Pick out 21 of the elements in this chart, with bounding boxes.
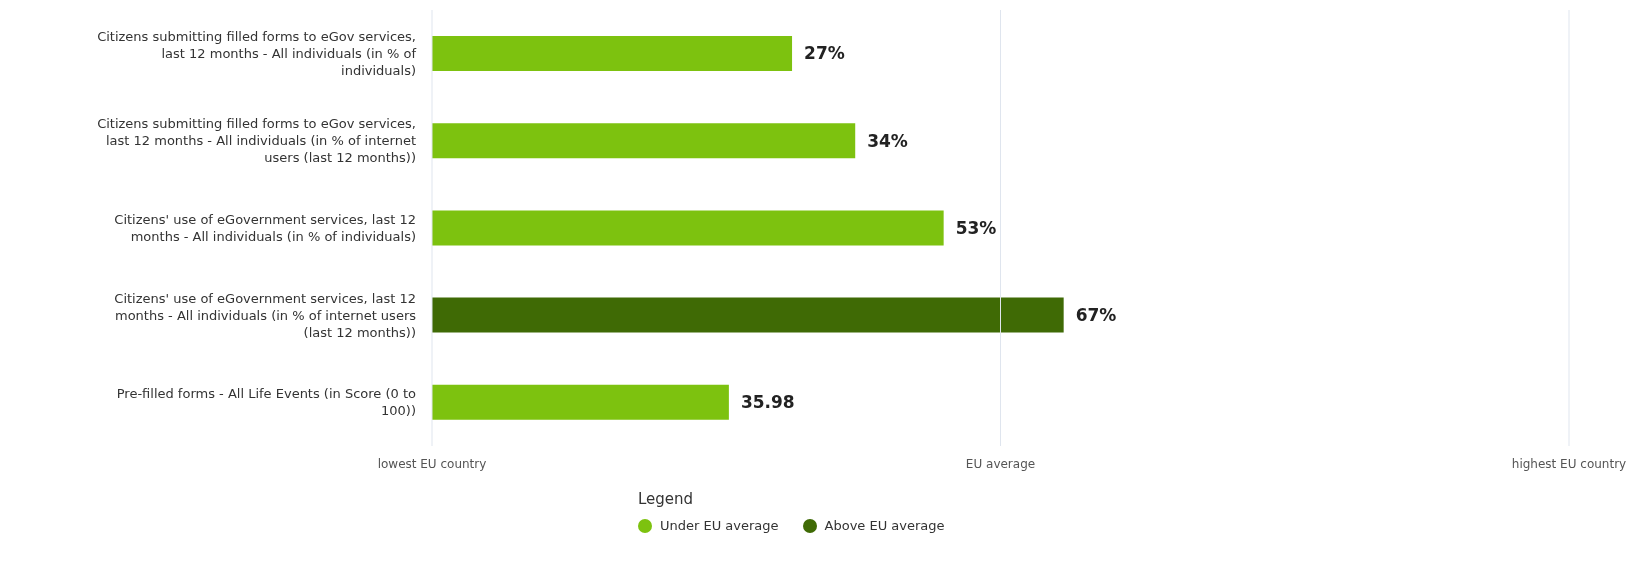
annotation: 35.98 xyxy=(740,392,795,413)
y-tick-label: Citizens submitting filled forms to eGov services, last 12 months - All individuals (in % of internet users (last 12 months)) xyxy=(97,116,416,166)
ref-line-label: EU average xyxy=(965,457,1036,471)
bar xyxy=(432,297,1064,333)
annotation: 67% xyxy=(1075,305,1117,326)
ref-line-label: highest EU country xyxy=(1511,457,1627,471)
annotation: 27% xyxy=(804,43,845,64)
legend-label: Under EU average xyxy=(659,518,779,533)
annotation: 34% xyxy=(867,130,908,151)
bar xyxy=(432,384,729,420)
legend-label: Above EU average xyxy=(823,518,945,533)
y-tick-label: Citizens' use of eGovernment services, last 12 months - All individuals (in % of internet users (last 12 months)) xyxy=(114,290,417,340)
legend-title: Legend xyxy=(638,490,695,508)
bar xyxy=(432,123,856,159)
annotation: 53% xyxy=(955,217,997,238)
text: lowest EU country xyxy=(377,457,487,471)
bar xyxy=(432,36,793,71)
y-tick-label: Citizens' use of eGovernment services, last 12 months - All individuals (in % of individuals) xyxy=(114,212,416,245)
bar xyxy=(432,210,944,246)
y-tick-label: Citizens submitting filled forms to eGov services, last 12 months - All individuals (in % of individuals) xyxy=(97,29,417,79)
y-tick-label: Pre-filled forms - All Life Events (in Score (0 to 100)) xyxy=(116,386,417,419)
